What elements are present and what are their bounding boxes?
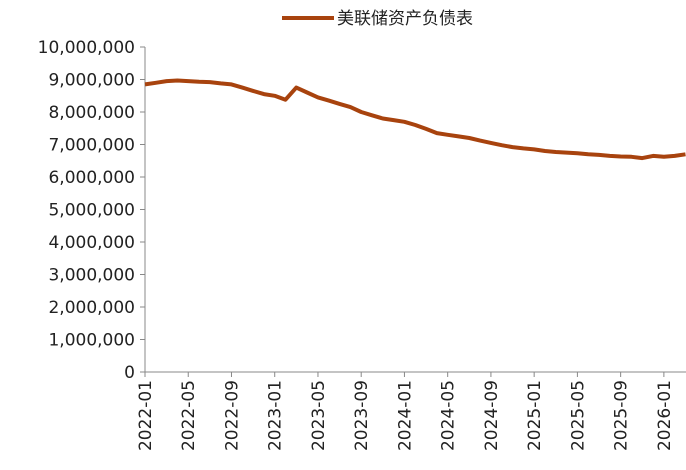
x-tick-label: 2026-01 bbox=[655, 380, 675, 451]
x-tick-label: 2025-01 bbox=[525, 380, 545, 451]
x-tick-label: 2023-05 bbox=[309, 380, 329, 451]
x-tick-label: 2024-01 bbox=[395, 380, 415, 451]
y-tick-label: 9,000,000 bbox=[48, 71, 135, 91]
x-tick-label: 2025-05 bbox=[568, 380, 588, 451]
x-tick-label: 2023-01 bbox=[266, 380, 286, 451]
y-tick-label: 8,000,000 bbox=[48, 103, 135, 123]
x-tick-label: 2022-05 bbox=[179, 380, 199, 451]
x-tick-label: 2023-09 bbox=[352, 380, 372, 451]
series-line bbox=[144, 78, 686, 161]
y-tick-label: 3,000,000 bbox=[48, 266, 135, 286]
y-tick-label: 2,000,000 bbox=[48, 298, 135, 318]
legend-label: 美联储资产负债表 bbox=[337, 9, 473, 29]
y-tick-label: 10,000,000 bbox=[38, 38, 135, 58]
y-tick-label: 6,000,000 bbox=[48, 168, 135, 188]
y-tick-label: 4,000,000 bbox=[48, 233, 135, 253]
x-tick-label: 2024-09 bbox=[482, 380, 502, 451]
x-tick-label: 2022-09 bbox=[222, 380, 242, 451]
y-tick-label: 1,000,000 bbox=[48, 331, 135, 351]
y-tick-label: 5,000,000 bbox=[48, 201, 135, 221]
x-tick-label: 2024-05 bbox=[439, 380, 459, 451]
y-tick-label: 7,000,000 bbox=[48, 136, 135, 156]
y-tick-label: 0 bbox=[124, 363, 135, 383]
x-tick-label: 2022-01 bbox=[136, 380, 156, 451]
x-tick-label: 2025-09 bbox=[612, 380, 632, 451]
